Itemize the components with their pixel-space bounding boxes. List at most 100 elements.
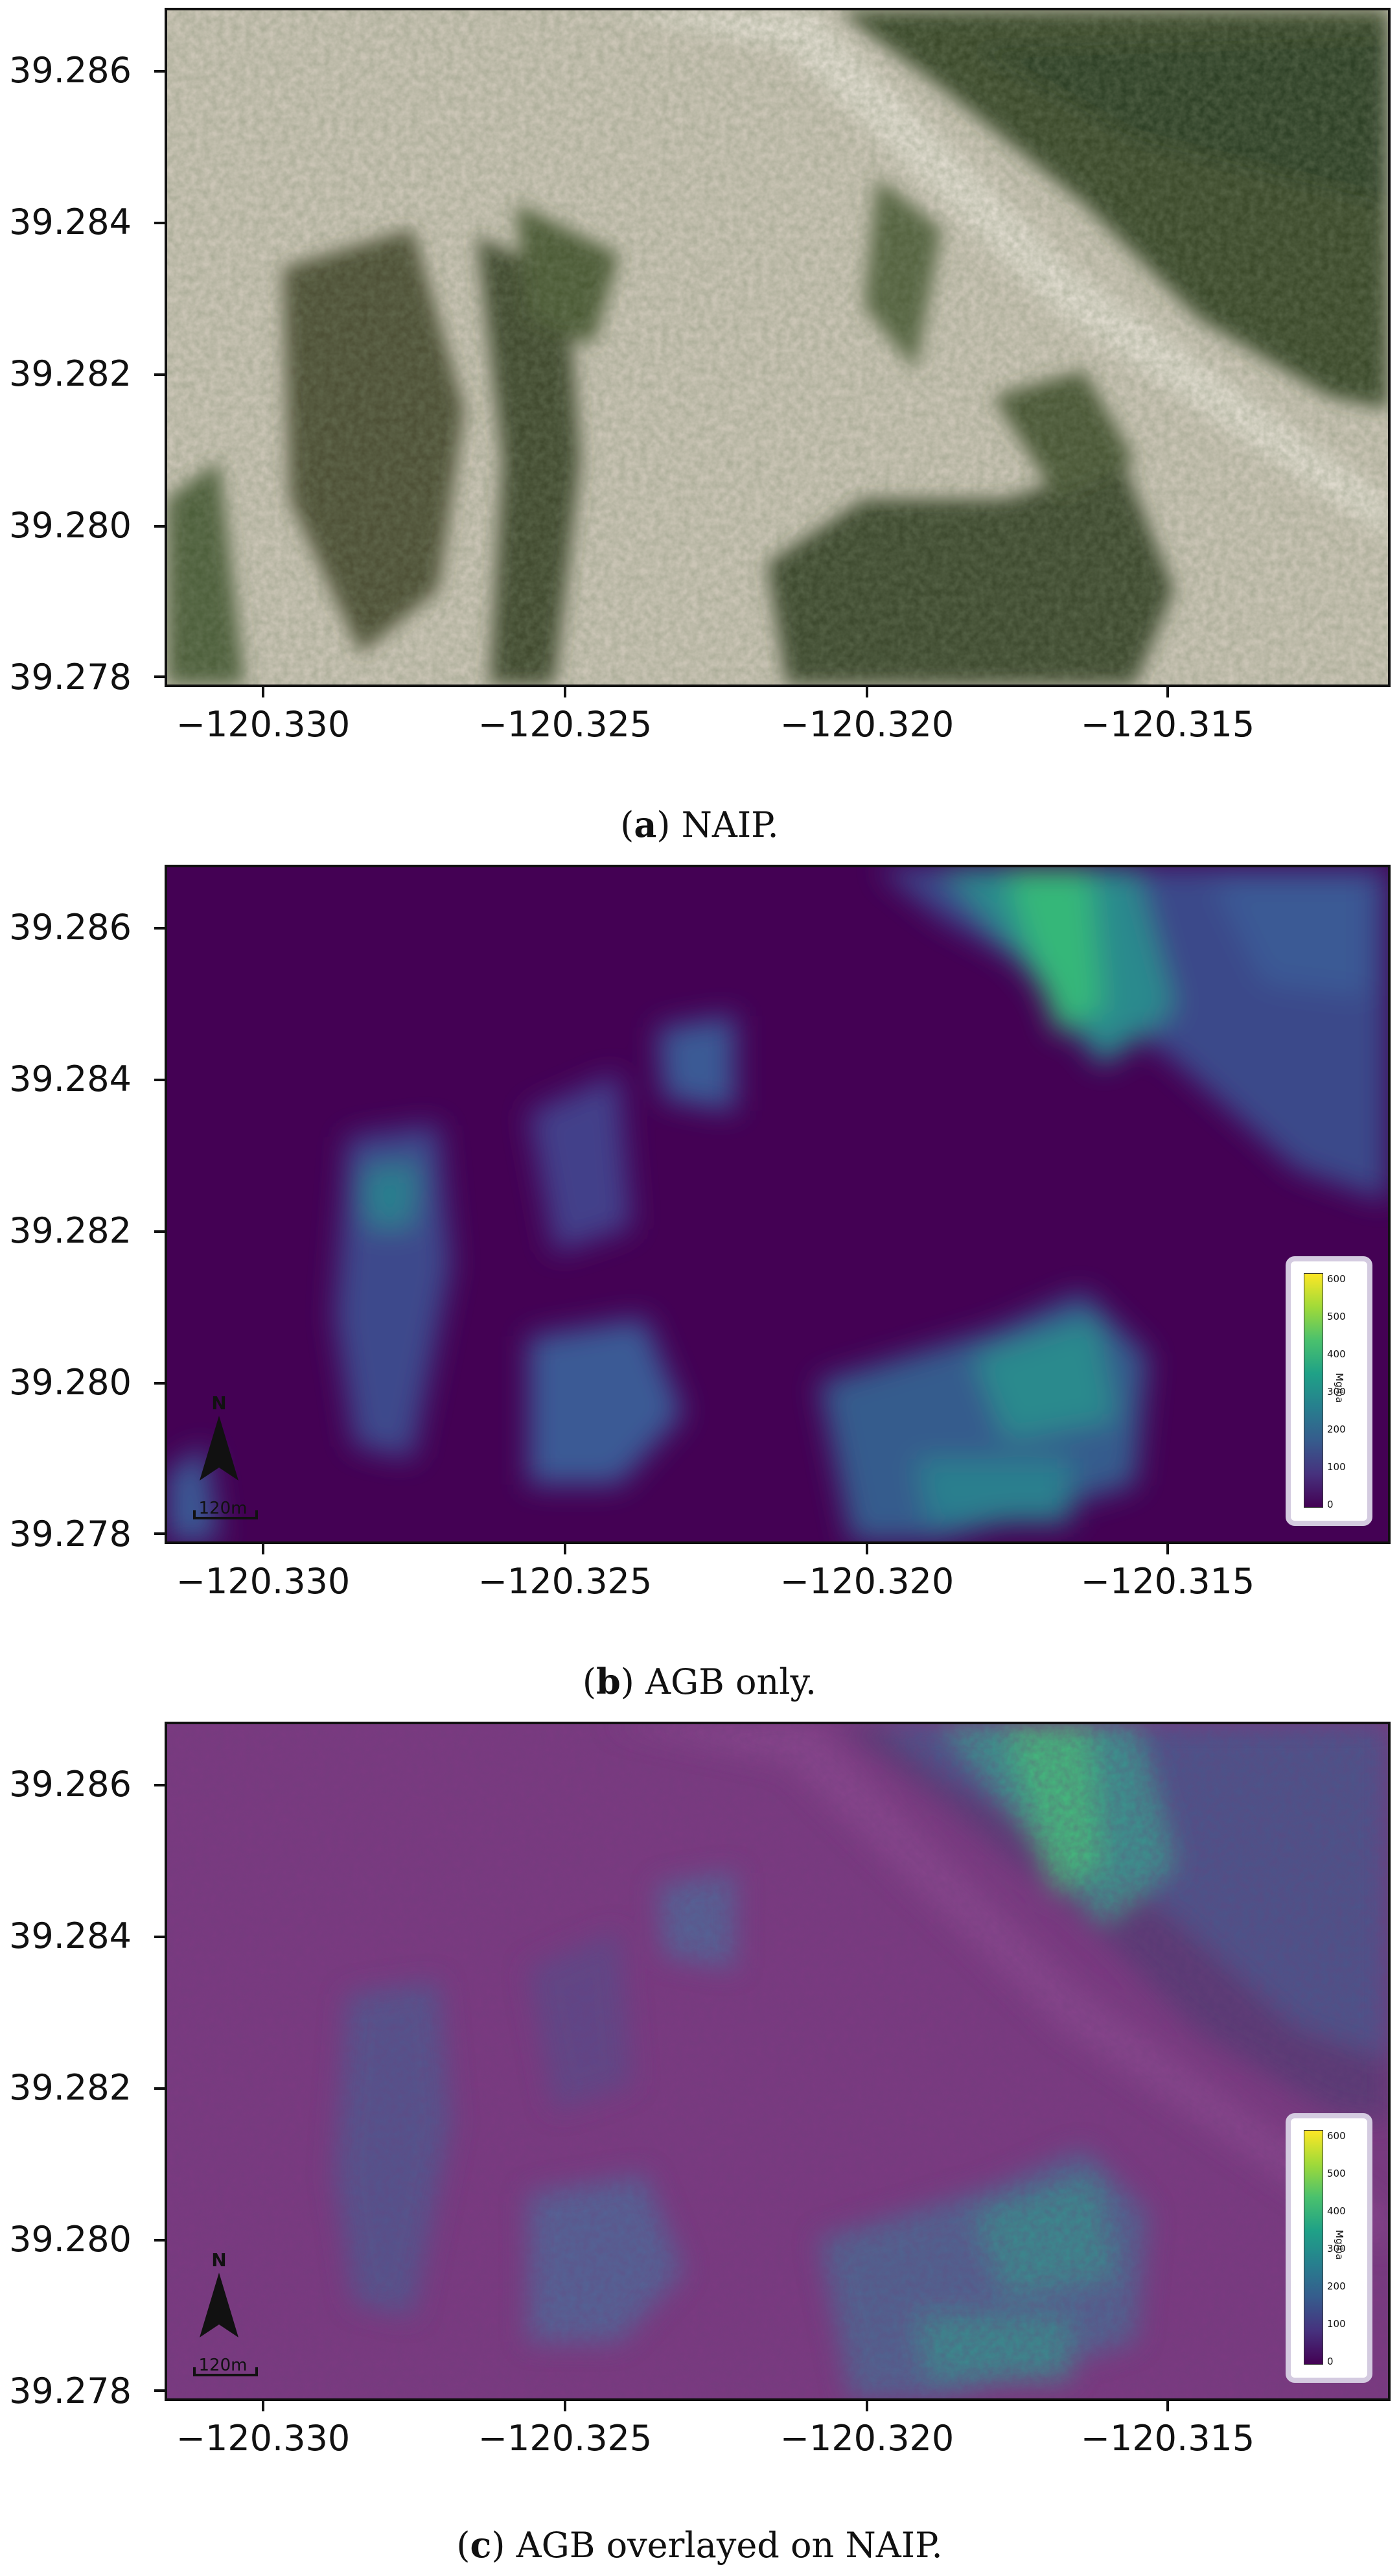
y-tick-label: 39.284 xyxy=(9,1059,132,1099)
x-tick-label: −120.320 xyxy=(780,1561,954,1602)
colorbar-tick: 0 xyxy=(1327,1499,1334,1510)
scale-label: 120m xyxy=(198,1499,248,1518)
caption-letter: c xyxy=(470,2524,492,2566)
colorbar xyxy=(1304,1273,1323,1508)
y-tick-mark xyxy=(154,2087,165,2090)
caption-letter: b xyxy=(596,1661,621,1702)
panel-b: N 120m 600 500 400 300 200 100 0 Mg/ha 3… xyxy=(0,857,1399,1713)
x-tick-mark xyxy=(1166,1544,1169,1554)
colorbar-unit: Mg/ha xyxy=(1334,1373,1345,1403)
y-tick-mark xyxy=(154,1532,165,1535)
y-tick-mark xyxy=(154,927,165,930)
overlay-image xyxy=(167,1724,1388,2398)
colorbar-tick: 500 xyxy=(1327,1311,1346,1322)
map-overlay: N 120m 600 500 400 300 200 100 0 Mg/ha xyxy=(165,1722,1391,2401)
x-tick-mark xyxy=(1166,687,1169,697)
caption-a: (a) NAIP. xyxy=(620,804,779,845)
y-tick-label: 39.278 xyxy=(9,657,132,697)
agb-raster xyxy=(167,867,1388,1541)
colorbar-tick: 400 xyxy=(1327,1348,1346,1360)
caption-text: NAIP. xyxy=(670,804,779,845)
y-tick-label: 39.284 xyxy=(9,202,132,242)
colorbar-tick: 300 xyxy=(1327,2243,1346,2254)
y-tick-label: 39.282 xyxy=(9,353,132,394)
y-tick-mark xyxy=(154,2389,165,2392)
x-tick-mark xyxy=(1166,2401,1169,2411)
colorbar xyxy=(1304,2130,1323,2365)
panel-a: 39.286 39.284 39.282 39.280 39.278 −120.… xyxy=(0,0,1399,856)
scale-bar-line xyxy=(193,1510,258,1519)
y-tick-label: 39.280 xyxy=(9,2219,132,2260)
x-tick-label: −120.315 xyxy=(1080,2418,1255,2459)
y-tick-label: 39.282 xyxy=(9,2067,132,2108)
x-tick-label: −120.315 xyxy=(1080,1561,1255,1602)
map-naip xyxy=(165,8,1391,687)
scale-bar: 120m xyxy=(191,1499,258,1522)
naip-image xyxy=(167,10,1388,685)
y-tick-label: 39.284 xyxy=(9,1915,132,1956)
colorbar-tick: 500 xyxy=(1327,2168,1346,2179)
colorbar-legend: 600 500 400 300 200 100 0 Mg/ha xyxy=(1286,1256,1372,1526)
north-label: N xyxy=(211,2249,227,2271)
x-tick-label: −120.330 xyxy=(176,704,351,745)
scale-bar: 120m xyxy=(191,2356,258,2379)
y-tick-mark xyxy=(154,1230,165,1233)
y-tick-mark xyxy=(154,525,165,528)
x-tick-label: −120.330 xyxy=(176,1561,351,1602)
y-tick-mark xyxy=(154,1382,165,1385)
north-arrow-icon xyxy=(200,1416,238,1481)
y-tick-label: 39.278 xyxy=(9,1514,132,1554)
colorbar-tick: 100 xyxy=(1327,2318,1346,2330)
x-tick-mark xyxy=(564,1544,566,1554)
x-tick-mark xyxy=(262,1544,264,1554)
north-arrow-icon xyxy=(200,2273,238,2337)
x-tick-mark xyxy=(866,2401,868,2411)
x-tick-label: −120.325 xyxy=(478,2418,653,2459)
caption-text: AGB only. xyxy=(634,1661,817,1702)
colorbar-tick: 100 xyxy=(1327,1461,1346,1473)
colorbar-tick: 600 xyxy=(1327,2130,1346,2142)
colorbar-tick: 200 xyxy=(1327,1423,1346,1435)
colorbar-tick: 0 xyxy=(1327,2356,1334,2367)
y-tick-mark xyxy=(154,2239,165,2242)
y-tick-mark xyxy=(154,1784,165,1786)
x-tick-mark xyxy=(866,687,868,697)
y-tick-mark xyxy=(154,222,165,224)
y-tick-mark xyxy=(154,675,165,678)
north-arrow: N xyxy=(193,1392,245,1490)
y-tick-mark xyxy=(154,1936,165,1938)
colorbar-unit: Mg/ha xyxy=(1334,2230,1345,2260)
y-tick-label: 39.286 xyxy=(9,50,132,91)
colorbar-legend: 600 500 400 300 200 100 0 Mg/ha xyxy=(1286,2113,1372,2383)
x-tick-label: −120.325 xyxy=(478,704,653,745)
y-tick-label: 39.280 xyxy=(9,505,132,546)
x-tick-label: −120.320 xyxy=(780,704,954,745)
colorbar-tick: 300 xyxy=(1327,1386,1346,1398)
colorbar-tick: 400 xyxy=(1327,2205,1346,2217)
x-tick-mark xyxy=(866,1544,868,1554)
y-tick-label: 39.286 xyxy=(9,1764,132,1805)
map-agb: N 120m 600 500 400 300 200 100 0 Mg/ha xyxy=(165,865,1391,1544)
x-tick-label: −120.330 xyxy=(176,2418,351,2459)
y-tick-mark xyxy=(154,70,165,73)
x-tick-mark xyxy=(564,687,566,697)
x-tick-label: −120.325 xyxy=(478,1561,653,1602)
x-tick-mark xyxy=(564,2401,566,2411)
x-tick-label: −120.320 xyxy=(780,2418,954,2459)
y-tick-label: 39.278 xyxy=(9,2371,132,2411)
caption-c: (c) AGB overlayed on NAIP. xyxy=(456,2524,943,2566)
y-tick-mark xyxy=(154,1079,165,1081)
x-tick-mark xyxy=(262,687,264,697)
scale-bar-line xyxy=(193,2367,258,2376)
caption-text: AGB overlayed on NAIP. xyxy=(505,2525,943,2566)
x-tick-mark xyxy=(262,2401,264,2411)
north-arrow: N xyxy=(193,2249,245,2347)
panel-c: N 120m 600 500 400 300 200 100 0 Mg/ha 3… xyxy=(0,1714,1399,2576)
caption-b: (b) AGB only. xyxy=(582,1661,817,1702)
colorbar-tick: 200 xyxy=(1327,2280,1346,2292)
colorbar-tick: 600 xyxy=(1327,1273,1346,1285)
y-tick-label: 39.280 xyxy=(9,1362,132,1403)
scale-label: 120m xyxy=(198,2356,248,2375)
x-tick-label: −120.315 xyxy=(1080,704,1255,745)
north-label: N xyxy=(211,1392,227,1414)
